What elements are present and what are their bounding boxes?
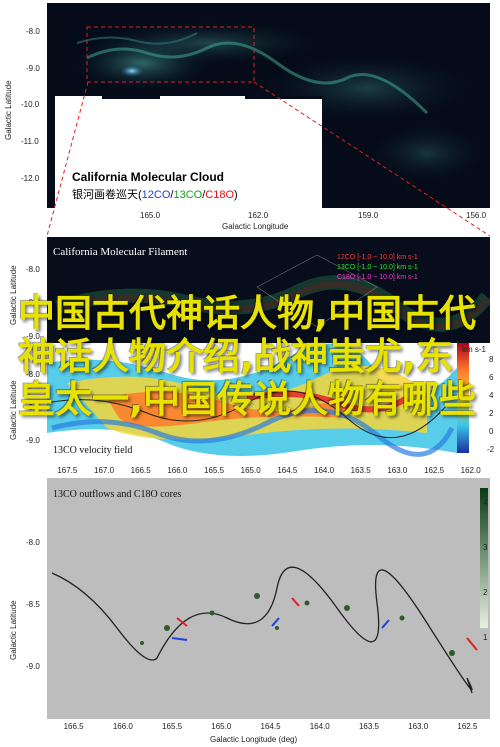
outflows-title: 13CO outflows and C18O cores [53,489,182,500]
cloud-title: California Molecular Cloud [72,170,225,184]
panel4-xtick: 166.0 [112,722,133,731]
panel4-xtick: 164.0 [309,722,330,731]
panel1-xtick: 162.0 [248,211,269,220]
panel4-xlabel: Galactic Longitude (deg) [210,735,298,744]
panel3-xaxis: 167.5 167.0 166.5 166.0 165.5 165.0 164.5 164.0… [47,466,487,478]
p4-colorbar-tick: 4 [483,498,488,507]
panel2-ytick: -9.0 [26,332,40,341]
velocity-field-panel [47,343,487,460]
panel3-xtick: 166.5 [130,466,151,475]
p4-colorbar-tick: 2 [483,588,488,597]
panel3-xtick: 164.5 [277,466,298,475]
colorbar-tick: 0 [489,427,494,436]
panel3-xtick: 165.5 [204,466,225,475]
no-data-region [55,96,322,208]
co12-label: 12CO [141,189,171,201]
panel3-ytick: -8.0 [26,370,40,379]
subtitle-cn: 银河画卷巡天 [72,189,138,201]
panel3-ylabel: Galactic Latitude [9,380,18,440]
panel2-ytick: -8.0 [26,265,40,274]
panel1-xtick: 165.0 [140,211,161,220]
panel3-xtick: 162.5 [424,466,445,475]
panel2-ytick: -8.5 [26,298,40,307]
panel4-ytick: -9.0 [26,662,40,671]
panel1-ytick: -10.0 [21,100,40,109]
velocity-title: 13CO velocity field [53,445,133,456]
colorbar-tick: 6 [489,373,494,382]
panel3-ytick: -8.5 [26,403,40,412]
filament-legend: 12CO [-1.0 ~ 10.0] km s-1 13CO [-1.0 ~ 1… [337,253,418,283]
panel4-xtick: 165.5 [162,722,183,731]
panel3-xtick: 163.0 [387,466,408,475]
co13-label: 13CO [173,189,203,201]
panel1-xtick: 159.0 [358,211,379,220]
panel3-xtick: 165.0 [240,466,261,475]
panel3-ytick: -9.0 [26,436,40,445]
filament-panel [47,237,490,343]
panel3-xtick: 167.0 [94,466,115,475]
panel4-xtick: 166.5 [63,722,84,731]
colorbar-unit: km s-1 [462,345,486,354]
filament-title: California Molecular Filament [53,246,188,258]
panel4-xtick: 165.0 [211,722,232,731]
panel4-xtick: 163.5 [358,722,379,731]
colorbar-tick: 8 [489,355,494,364]
panel3-xtick: 163.5 [350,466,371,475]
colorbar-tick: 4 [489,391,494,400]
zoom-connector-lines [46,81,491,237]
panel1-xlabel: Galactic Longitude [222,222,289,231]
panel4-xtick: 163.0 [408,722,429,731]
colorbar-tick: -2 [487,445,495,454]
legend-c18o: C18O [-1.0 ~ 10.0] km s-1 [337,274,418,281]
zoom-region-box [86,26,255,83]
cloud-emission-image [72,21,487,183]
panel1-xtick: 156.0 [466,211,487,220]
p4-colorbar-tick: 3 [483,543,488,552]
panel1-ytick: -11.0 [21,137,39,146]
panel3-xtick: 162.0 [460,466,481,475]
colorbar-tick: 2 [489,409,494,418]
cloud-title-block: California Molecular Cloud 银河画卷巡天(12CO/1… [72,170,238,202]
panel4-ytick: -8.0 [26,538,40,547]
panel4-xtick: 164.5 [260,722,281,731]
c18o-label: C18O [205,189,235,201]
legend-co12: 12CO [-1.0 ~ 10.0] km s-1 [337,254,418,261]
panel2-ylabel: Galactic Latitude [9,265,18,325]
panel3-xtick: 167.5 [57,466,78,475]
filament-emission-image [55,254,490,332]
panel4-ylabel: Galactic Latitude [9,600,18,660]
panel3-xtick: 166.0 [167,466,188,475]
velocity-field-image [47,343,469,457]
panel1-ytick: -8.0 [26,27,40,36]
p4-colorbar-tick: 1 [483,633,488,642]
outflows-panel [47,478,490,719]
article-title-overlay: 中国古代神话人物,中国古代神话人物介绍,战神蚩尤,东皇太一,中国传说人物有哪些 [18,292,477,421]
panel3-xtick: 164.0 [314,466,335,475]
panel1-ytick: -9.0 [26,64,40,73]
panel4-xtick: 162.5 [457,722,478,731]
panel1-ytick: -12.0 [21,174,40,183]
cloud-subtitle: 银河画卷巡天(12CO/13CO/C18O) [72,189,238,201]
legend-co13: 13CO [-1.0 ~ 10.0] km s-1 [337,264,418,271]
outflows-image [51,488,488,694]
panel4-ytick: -8.5 [26,600,40,609]
panel4-xaxis: 166.5 166.0 165.5 165.0 164.5 164.0 163.5 163.0… [47,722,490,734]
